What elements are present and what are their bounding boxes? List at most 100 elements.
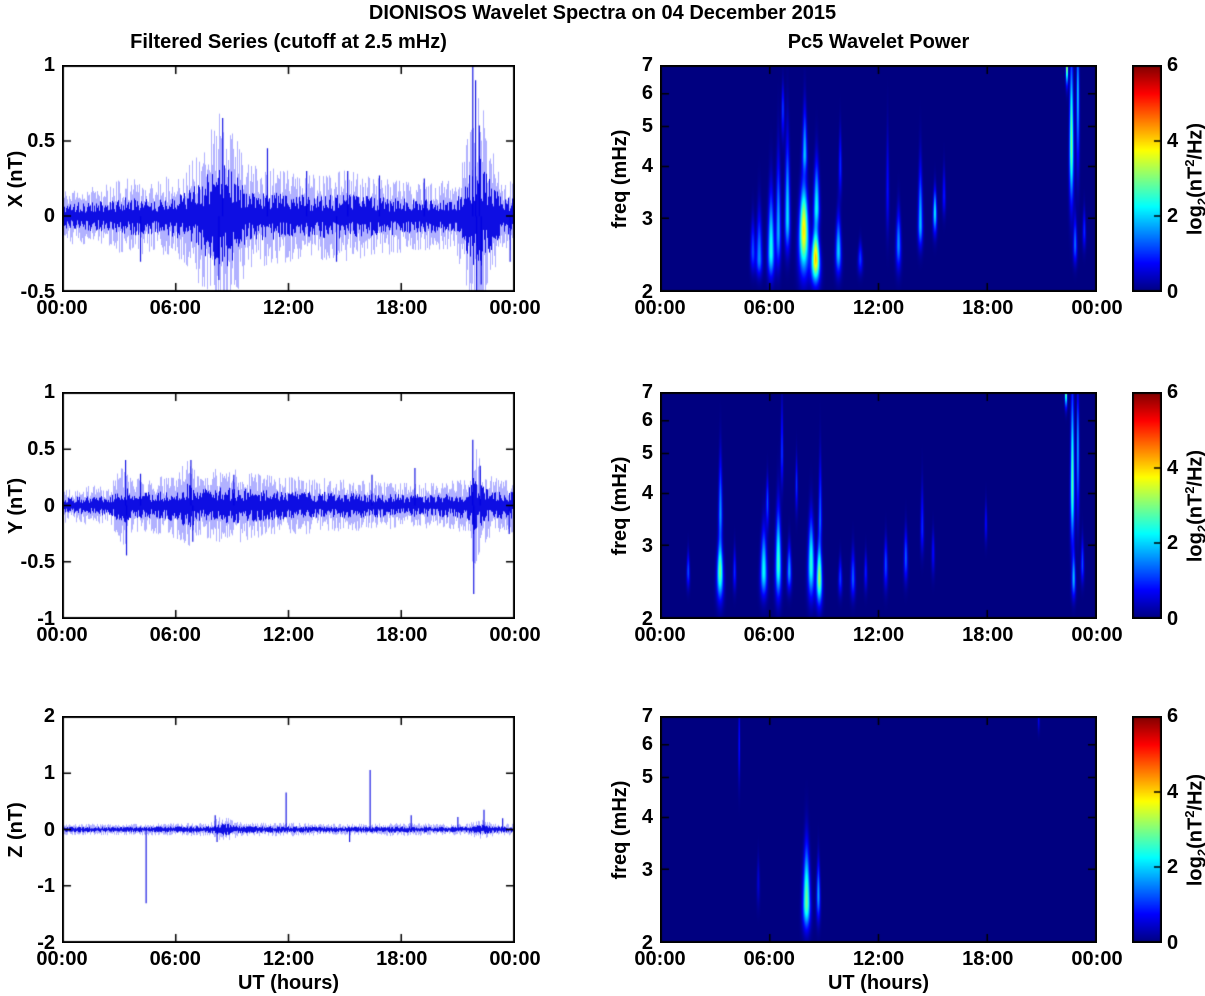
colorbar-label-part: 2 (1195, 197, 1205, 204)
colorbar-label-part: log (1184, 531, 1205, 562)
y-tick-label-z: 0 (43, 818, 55, 841)
colorbar-label-part: 2 (1182, 486, 1197, 494)
y-tick-label-z: 1 (43, 761, 55, 784)
colorbar-tick-label: 0 (1167, 932, 1179, 954)
x-tick-label: 00:00 (36, 297, 88, 319)
x-tick-label: 12:00 (852, 624, 905, 646)
figure-title: DIONISOS Wavelet Spectra on 04 December … (368, 2, 837, 24)
colorbar-label-part: (nT (1184, 493, 1205, 525)
colorbar-label-part: log (1184, 855, 1205, 886)
y-tick-label-y: 0.5 (27, 437, 55, 460)
left-column-title: Filtered Series (cutoff at 2.5 mHz) (130, 31, 447, 53)
y-tick-label-x: 1 (43, 54, 55, 76)
y-filtered-series-plot (62, 392, 515, 619)
colorbar-tick-label: 6 (1167, 381, 1179, 403)
y-tick-label-z: -1 (37, 875, 55, 898)
colorbar-tick-label: 6 (1167, 705, 1179, 727)
colorbar-z (1132, 716, 1162, 943)
colorbar-tick-label: 4 (1167, 129, 1179, 152)
right-column-title: Pc5 Wavelet Power (787, 31, 970, 53)
colorbar-label-part: log (1184, 204, 1205, 235)
x-tick-label: 00:00 (36, 624, 88, 646)
x-tick-label: 06:00 (149, 624, 201, 646)
x-tick-label: 00:00 (634, 948, 686, 970)
colorbar-y (1132, 392, 1162, 619)
x-axis-label-right: UT (hours) (827, 972, 930, 994)
x-tick-label: 18:00 (376, 297, 428, 319)
x-tick-label: 06:00 (743, 948, 795, 970)
x-tick-label: 00:00 (489, 297, 541, 319)
colorbar-label-part: (nT (1184, 817, 1205, 849)
freq-tick-label-y: 7 (641, 381, 653, 403)
colorbar-tick-label: 0 (1167, 281, 1179, 303)
freq-tick-label-y: 6 (641, 408, 653, 431)
colorbar-label-part: 2 (1195, 848, 1205, 855)
x-tick-label: 00:00 (634, 624, 686, 646)
freq-tick-label-z: 3 (641, 858, 653, 881)
freq-tick-label-y: 4 (641, 482, 653, 505)
freq-tick-label-z: 5 (641, 765, 653, 788)
freq-tick-label-y: 5 (641, 441, 653, 464)
colorbar-label: log2(nT2/Hz) (1177, 720, 1205, 940)
freq-tick-label-z: 6 (641, 732, 653, 755)
x-tick-label: 06:00 (149, 297, 201, 319)
freq-tick-label-y: 2 (641, 608, 653, 630)
x-axis-label-left: UT (hours) (237, 972, 340, 994)
x-tick-label: 06:00 (149, 948, 201, 970)
x-tick-label: 18:00 (962, 297, 1014, 319)
y-axis-label-x: X (nT) (5, 150, 27, 207)
freq-tick-label-x: 5 (641, 114, 653, 137)
x-tick-label: 12:00 (262, 624, 315, 646)
colorbar-label: log2(nT2/Hz) (1177, 396, 1205, 616)
x-wavelet-spectrogram (660, 65, 1097, 292)
x-tick-label: 00:00 (1071, 297, 1123, 319)
freq-tick-label-z: 7 (641, 705, 653, 727)
x-tick-label: 18:00 (376, 948, 428, 970)
y-tick-label-x: -0.5 (20, 281, 55, 303)
x-tick-label: 06:00 (743, 297, 795, 319)
freq-tick-label-x: 7 (641, 54, 653, 76)
x-tick-label: 12:00 (262, 297, 315, 319)
colorbar-tick-label: 4 (1167, 456, 1179, 479)
colorbar-label-part: 2 (1182, 810, 1197, 818)
colorbar-tick-label: 2 (1167, 856, 1179, 879)
freq-tick-label-x: 6 (641, 81, 653, 104)
x-tick-label: 00:00 (634, 297, 686, 319)
freq-tick-label-y: 3 (641, 534, 653, 557)
freq-tick-label-x: 4 (641, 155, 653, 178)
x-tick-label: 12:00 (852, 297, 905, 319)
x-tick-label: 00:00 (489, 624, 541, 646)
x-tick-label: 00:00 (1071, 624, 1123, 646)
colorbar-label-part: /Hz) (1184, 773, 1205, 811)
colorbar-tick-label: 2 (1167, 532, 1179, 555)
x-tick-label: 18:00 (376, 624, 428, 646)
z-wavelet-spectrogram (660, 716, 1097, 943)
colorbar-tick-label: 6 (1167, 54, 1179, 76)
colorbar-label-part: /Hz) (1184, 449, 1205, 487)
y-tick-label-y: -0.5 (20, 551, 55, 574)
y-wavelet-spectrogram (660, 392, 1097, 619)
colorbar-tick-label: 2 (1167, 205, 1179, 228)
x-tick-label: 12:00 (262, 948, 315, 970)
y-tick-label-z: -2 (37, 932, 55, 954)
y-tick-label-x: 0 (43, 205, 55, 228)
colorbar-tick-label: 0 (1167, 608, 1179, 630)
x-tick-label: 00:00 (489, 948, 541, 970)
y-tick-label-z: 2 (43, 705, 55, 727)
x-tick-label: 12:00 (852, 948, 905, 970)
x-filtered-series-plot (62, 65, 515, 292)
colorbar-x (1132, 65, 1162, 292)
colorbar-label-part: (nT (1184, 166, 1205, 198)
colorbar-label-part: /Hz) (1184, 122, 1205, 160)
x-tick-label: 18:00 (962, 948, 1014, 970)
y-tick-label-x: 0.5 (27, 129, 55, 152)
x-tick-label: 18:00 (962, 624, 1014, 646)
freq-tick-label-z: 4 (641, 806, 653, 829)
z-filtered-series-plot (62, 716, 515, 943)
x-tick-label: 00:00 (1071, 948, 1123, 970)
y-tick-label-y: -1 (37, 608, 55, 630)
colorbar-label-part: 2 (1195, 524, 1205, 531)
x-tick-label: 06:00 (743, 624, 795, 646)
colorbar-tick-label: 4 (1167, 780, 1179, 803)
